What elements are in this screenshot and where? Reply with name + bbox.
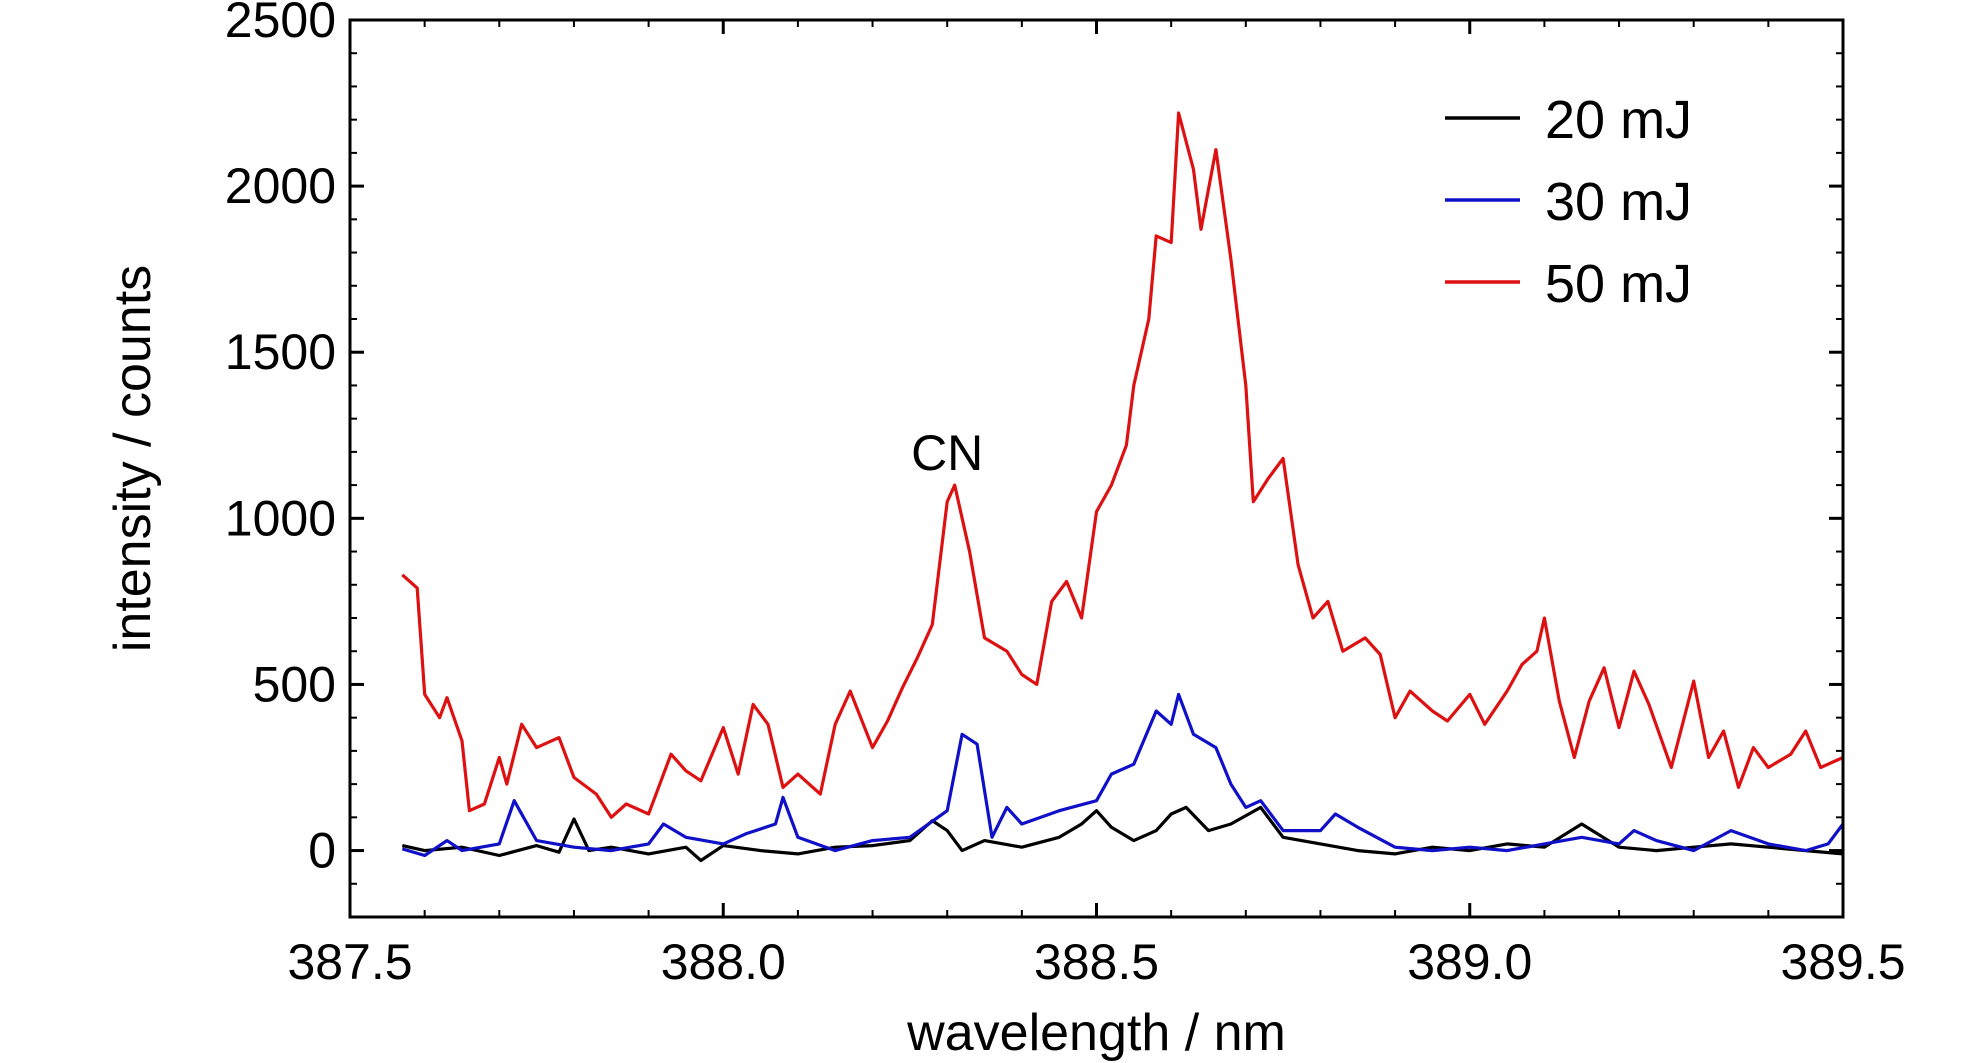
y-tick-label: 500: [253, 656, 336, 712]
series-line-20-mj: [401, 805, 1844, 863]
legend-label-50-mj: 50 mJ: [1545, 254, 1692, 314]
x-axis-title: wavelength / nm: [906, 1004, 1286, 1062]
legend: 20 mJ 30 mJ 50 mJ: [1445, 90, 1692, 314]
y-tick-label: 1000: [225, 490, 336, 546]
y-tick-label: 1500: [225, 324, 336, 380]
y-tick-label: 2500: [225, 0, 336, 48]
series-layer: [401, 111, 1845, 863]
series-line-50-mj: [401, 111, 1844, 819]
y-tick-label: 0: [308, 823, 336, 879]
x-tick-label: 387.5: [287, 934, 412, 990]
plot-frame: [348, 18, 1845, 919]
x-tick-label: 388.5: [1034, 934, 1159, 990]
legend-label-30-mj: 30 mJ: [1545, 172, 1692, 232]
ticks-layer: [348, 18, 1845, 917]
x-tick-label: 388.0: [661, 934, 786, 990]
legend-label-20-mj: 20 mJ: [1545, 90, 1692, 150]
y-axis-title: intensity / counts: [104, 265, 162, 652]
labels-layer: 0 500 1000 1500 2000 2500 387.5 388.0 388.5 389.0…: [225, 0, 1906, 990]
x-tick-label: 389.0: [1407, 934, 1532, 990]
x-tick-label: 389.5: [1780, 934, 1905, 990]
series-line-30-mj: [401, 692, 1845, 858]
annotation-cn: CN: [911, 425, 983, 481]
y-tick-label: 2000: [225, 158, 336, 214]
